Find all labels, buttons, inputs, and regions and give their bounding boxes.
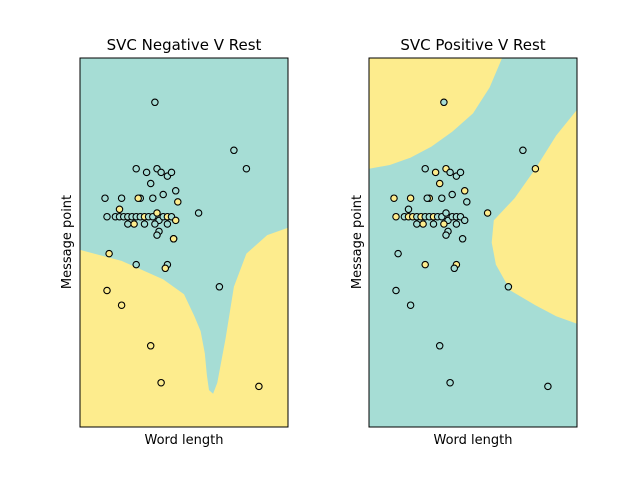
data-point [115, 205, 124, 214]
data-point [392, 286, 400, 295]
data-point [124, 220, 132, 228]
data-point [167, 168, 176, 177]
data-point [151, 220, 159, 228]
data-point [446, 378, 454, 387]
data-point [435, 179, 444, 188]
data-point [431, 168, 440, 177]
data-point [440, 220, 448, 228]
data-point [406, 301, 415, 309]
right-class-region-top-left [369, 58, 503, 169]
data-point [421, 164, 429, 173]
data-point [440, 98, 448, 107]
data-point [159, 190, 167, 199]
data-point [146, 179, 155, 188]
right-xlabel: Word length [434, 433, 513, 448]
data-point [448, 190, 456, 199]
data-point [142, 168, 151, 177]
data-point [483, 209, 492, 217]
data-point [105, 249, 113, 258]
data-point [215, 283, 224, 291]
data-point [531, 164, 540, 173]
data-point [413, 220, 421, 228]
data-point [390, 194, 398, 202]
data-point [423, 194, 431, 202]
data-point [421, 260, 429, 269]
data-point [255, 382, 263, 391]
data-point [146, 342, 155, 350]
data-point [460, 187, 469, 195]
data-point [140, 220, 149, 228]
data-point [130, 220, 138, 228]
data-point [404, 205, 413, 214]
right-decision-regions [369, 58, 577, 427]
data-point [103, 286, 111, 295]
data-point [194, 209, 203, 217]
data-point [406, 194, 415, 202]
data-point [242, 164, 251, 173]
data-point [171, 187, 180, 195]
data-point [419, 220, 427, 228]
data-point [392, 212, 400, 221]
data-point [442, 209, 450, 217]
data-point [157, 378, 165, 387]
left-chart-title: SVC Negative V Rest [107, 36, 262, 54]
data-point [544, 382, 552, 391]
data-point [153, 209, 161, 217]
right-points [390, 98, 552, 391]
data-point [519, 146, 527, 155]
data-point [452, 220, 461, 228]
data-point [149, 194, 157, 202]
right-chart-title: SVC Positive V Rest [400, 36, 545, 54]
left-decision-regions [80, 58, 288, 427]
data-point [450, 264, 459, 273]
data-point [151, 98, 159, 107]
data-point [101, 194, 109, 202]
data-point [157, 168, 165, 177]
data-point [442, 231, 450, 239]
data-point [446, 168, 454, 177]
left-ylabel: Message point [60, 195, 75, 289]
data-point [458, 235, 467, 243]
data-point [169, 235, 178, 243]
data-point [171, 216, 180, 225]
data-point [117, 194, 126, 202]
right-ylabel: Message point [350, 195, 365, 289]
data-point [463, 198, 471, 206]
data-point [394, 249, 402, 258]
data-point [132, 260, 140, 269]
data-point [132, 164, 140, 173]
data-point [460, 216, 469, 225]
data-point [429, 220, 438, 228]
data-point [174, 198, 182, 206]
data-point [504, 283, 513, 291]
data-point [134, 194, 142, 202]
data-point [435, 342, 444, 350]
data-point [438, 194, 446, 202]
data-point [456, 168, 465, 177]
data-point [117, 301, 126, 309]
left-chart: SVC Negative V Rest Word length Message … [60, 36, 289, 448]
left-xlabel: Word length [145, 433, 224, 448]
data-point [103, 212, 111, 221]
left-axes-frame [79, 57, 289, 428]
data-point [163, 220, 172, 228]
right-class-region-right [491, 109, 577, 324]
right-axes-frame [368, 57, 578, 428]
left-class-region [80, 227, 288, 427]
data-point [153, 231, 161, 239]
right-chart: SVC Positive V Rest Word length Message … [350, 36, 578, 448]
left-points [101, 98, 263, 391]
data-point [230, 146, 238, 155]
data-point [161, 264, 170, 273]
